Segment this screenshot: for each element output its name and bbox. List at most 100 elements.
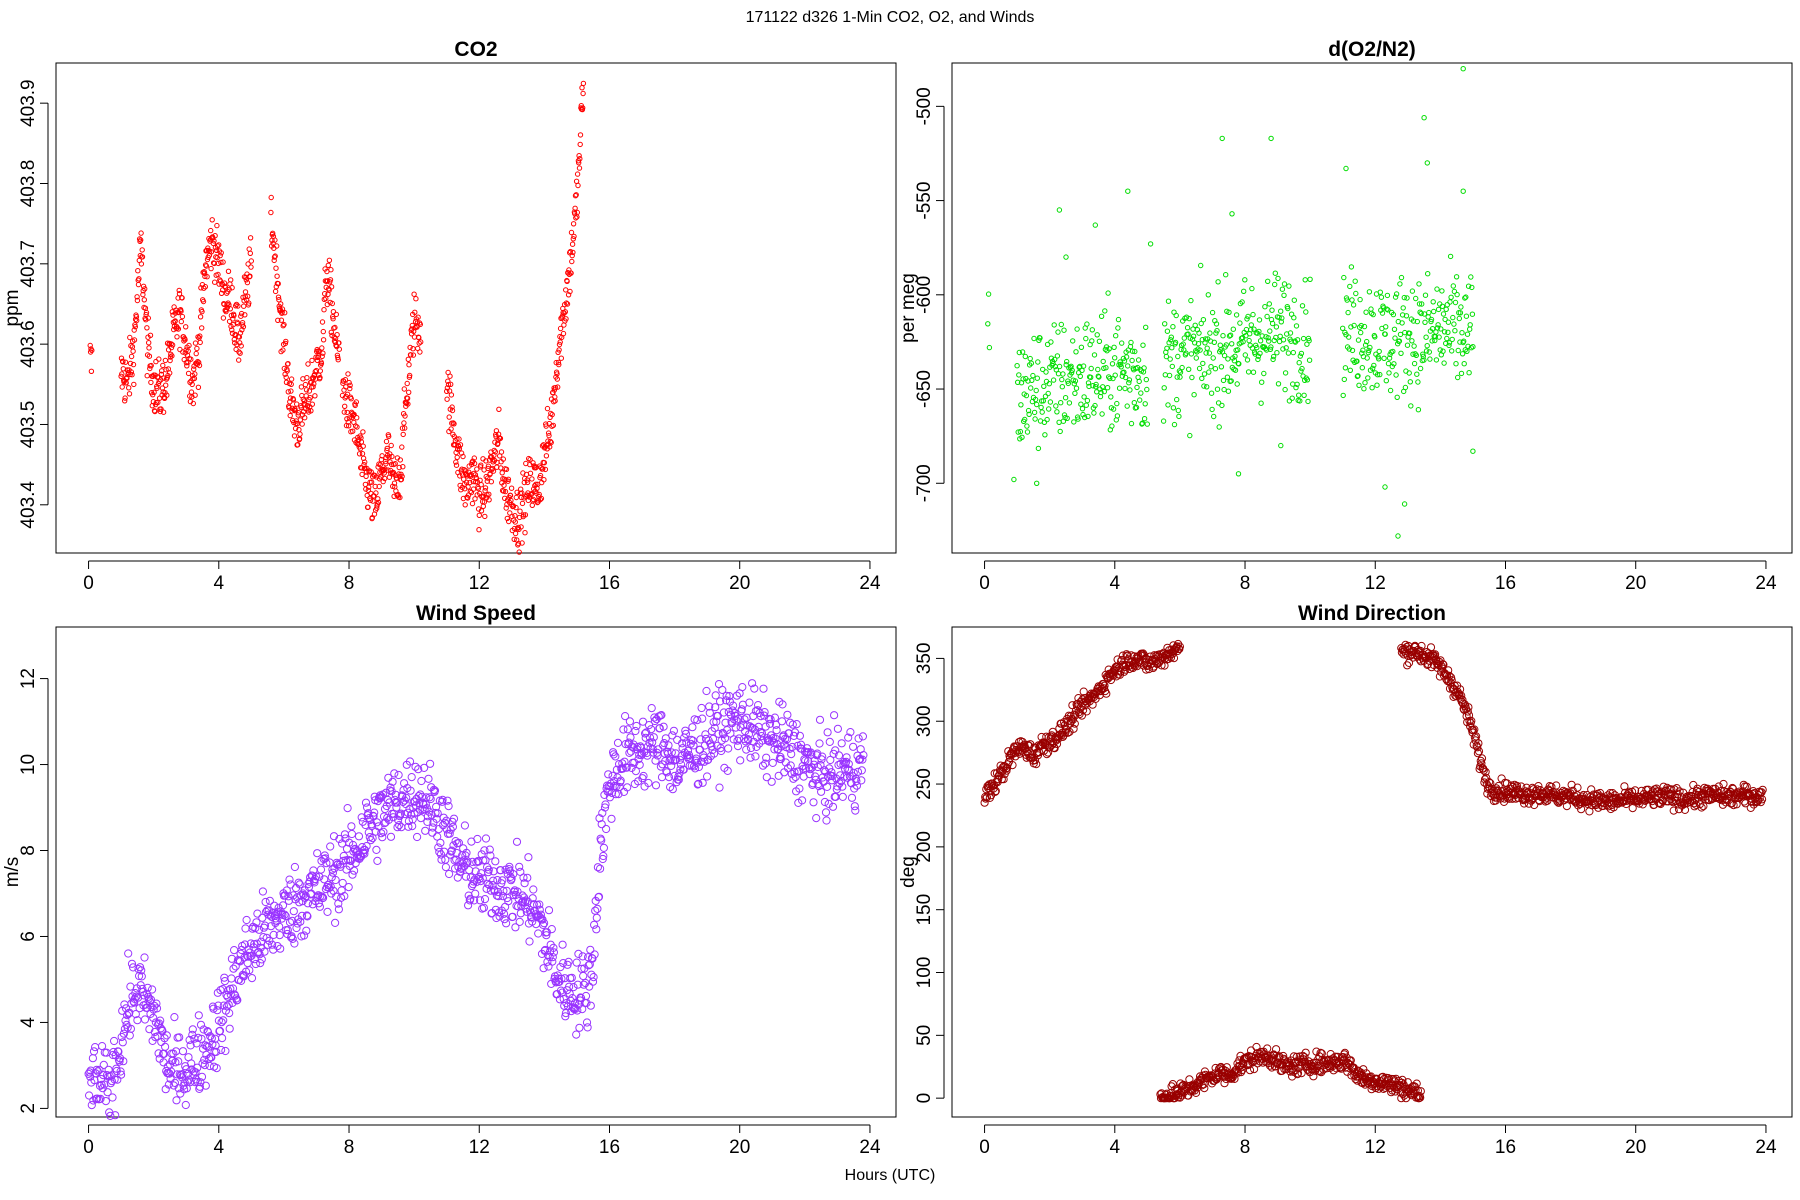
co2-point [133,314,140,320]
co2-point [475,485,481,492]
wind-speed-point [411,762,420,771]
d-o2-n2-point [1470,448,1476,454]
wind-speed-point [257,937,266,946]
d-o2-n2-y-tick-label: -600 [914,276,935,314]
wind-speed-point [509,870,518,879]
co2-point [89,347,95,354]
wind-speed-x-tick-label: 8 [344,1137,355,1158]
wind-speed-point [340,892,349,901]
d-o2-n2-point [1221,352,1228,359]
co2-point [167,370,173,376]
d-o2-n2-point [1464,331,1471,337]
wind-speed-point [344,883,353,892]
d-o2-n2-point [1011,476,1017,483]
co2-point [177,346,183,353]
d-o2-n2-point [1241,288,1247,294]
co2-point [368,479,375,485]
wind-speed-point [445,829,454,838]
wind-speed-point [815,739,824,748]
wind-speed-point [480,895,490,904]
d-o2-n2-point [1424,343,1430,349]
wind-speed-point [523,873,532,882]
d-o2-n2-point [1297,398,1303,404]
co2-point [512,530,519,537]
d-o2-n2-point [1210,355,1216,361]
wind-speed-point [261,897,270,907]
co2-point [476,527,482,533]
d-o2-n2-point [1469,284,1475,291]
d-o2-n2-point [1072,390,1078,396]
co2-point [528,491,535,497]
wind-speed-point [282,886,291,895]
co2-point [214,243,221,249]
wind-speed-point [745,698,754,707]
co2-point [396,464,402,471]
wind-speed-point [170,1013,179,1022]
co2-point [218,259,224,266]
d-o2-n2-point [1435,306,1442,313]
d-o2-n2-point [1427,356,1433,362]
d-o2-n2-point [1198,262,1204,269]
d-o2-n2-point [1265,335,1271,341]
co2-point [376,483,382,490]
d-o2-n2-point [1214,386,1221,392]
co2-point [268,194,274,201]
co2-point [546,432,552,439]
d-o2-n2-point [1211,413,1217,420]
d-o2-n2-point [1441,360,1447,366]
wind-direction-y-tick-label: 200 [914,831,935,863]
co2-point [486,497,492,503]
d-o2-n2-point [1258,400,1264,406]
d-o2-n2-point [1431,308,1437,315]
co2-point [457,473,463,479]
d-o2-n2-point [1093,381,1099,388]
d-o2-n2-point [1244,357,1251,363]
wind-speed-point [228,984,238,993]
d-o2-n2-ylabel: per meg [898,273,919,343]
wind-speed-point [348,870,357,879]
wind-speed-point [538,915,547,924]
d-o2-n2-point [1345,309,1351,316]
wind-speed-point [506,872,515,882]
wind-speed-point [472,877,481,887]
wind-speed-point [230,946,239,955]
d-o2-n2-point [1414,371,1420,377]
d-o2-n2-point [1444,302,1451,308]
wind-speed-point [404,822,413,831]
wind-speed-point [504,897,513,906]
d-o2-n2-point [1223,272,1229,278]
wind-speed-point [388,777,397,786]
d-o2-n2-point [1164,328,1171,334]
co2-point [449,407,456,414]
co2-point [242,289,249,295]
wind-speed-point [437,855,446,864]
d-o2-n2-point [1212,366,1219,372]
d-o2-n2-point [1191,392,1197,398]
co2-point [292,425,299,432]
co2-point [131,337,138,343]
d-o2-n2-point [1147,241,1154,247]
co2-point [172,318,178,324]
d-o2-n2-point [1100,384,1106,390]
co2-point [579,85,585,91]
d-o2-n2-point [1063,362,1069,368]
wind-speed-point [152,1004,162,1013]
d-o2-n2-point [1089,338,1095,344]
co2-point [515,540,522,547]
d-o2-n2-point [1035,445,1042,452]
d-o2-n2-point [1056,207,1063,213]
wind-speed-x-tick-label: 12 [469,1137,490,1158]
d-o2-n2-point [1053,403,1059,409]
d-o2-n2-point [1362,380,1368,386]
co2-point [200,298,207,305]
co2-point [385,467,391,473]
d-o2-n2-point [1406,370,1412,376]
d-o2-n2-point [1411,343,1417,349]
co2-point [201,270,208,276]
wind-speed-title: Wind Speed [416,602,536,625]
d-o2-n2-point [1077,363,1083,370]
co2-point [309,357,315,364]
co2-point [365,487,371,494]
d-o2-n2-point [1226,333,1233,339]
wind-speed-point [441,863,450,872]
